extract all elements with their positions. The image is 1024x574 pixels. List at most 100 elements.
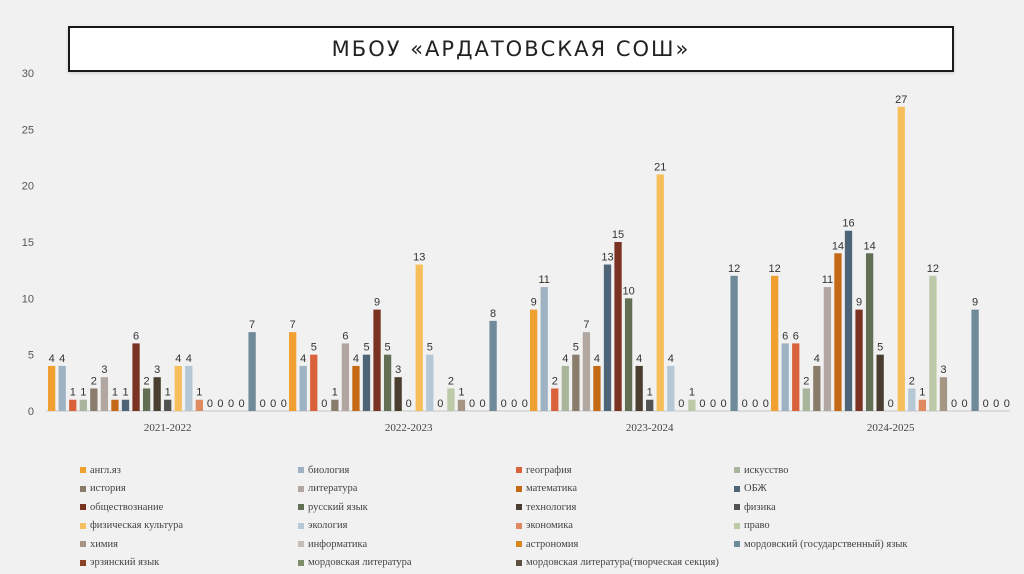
- legend-label: математика: [526, 483, 577, 495]
- legend-swatch: [80, 522, 86, 529]
- x-category-label: 2022-2023: [385, 422, 433, 434]
- bar-9-2022-2023: [373, 309, 381, 411]
- data-label: 2: [909, 375, 915, 387]
- legend-item: мордовский (государственный) язык: [734, 535, 1010, 554]
- data-label: 12: [927, 263, 939, 275]
- data-label: 4: [186, 353, 192, 365]
- bar-7-2023-2024: [593, 365, 601, 411]
- data-label: 5: [363, 342, 369, 354]
- data-label: 4: [300, 353, 306, 365]
- bar-16-2022-2023: [447, 388, 455, 411]
- data-label: 13: [601, 252, 613, 264]
- legend-item: география: [516, 461, 734, 480]
- bar-8-2023-2024: [603, 264, 612, 411]
- bar-15-2021-2022: [195, 399, 203, 411]
- data-label: 14: [832, 240, 844, 252]
- bar-3-2022-2023: [310, 354, 318, 411]
- legend-item: право: [734, 517, 1010, 536]
- data-label: 27: [895, 94, 907, 106]
- legend-label: информатика: [308, 538, 368, 550]
- bar-4-2024-2025: [802, 388, 810, 411]
- data-label: 9: [972, 297, 978, 309]
- legend-swatch: [298, 485, 304, 492]
- data-label: 9: [531, 297, 537, 309]
- bar-7-2022-2023: [352, 365, 360, 411]
- legend-item: экология: [298, 517, 516, 536]
- bar-13-2024-2025: [897, 106, 905, 412]
- data-label: 0: [710, 398, 716, 410]
- bar-2-2023-2024: [540, 287, 548, 411]
- data-label: 6: [342, 330, 348, 342]
- chart-legend: англ.яз биология география искусство история…: [80, 461, 1010, 572]
- legend-item: обществознание: [80, 498, 298, 517]
- data-label: 0: [437, 398, 443, 410]
- bar-11-2023-2024: [635, 365, 643, 411]
- legend-item: химия: [80, 535, 298, 554]
- data-label: 6: [793, 330, 799, 342]
- data-label: 1: [80, 387, 86, 399]
- data-label: 0: [469, 398, 475, 410]
- data-label: 1: [919, 387, 925, 399]
- legend-label: литература: [308, 483, 358, 495]
- data-label: 0: [281, 398, 287, 410]
- bar-10-2022-2023: [383, 354, 392, 411]
- data-label: 14: [863, 240, 875, 252]
- bar-4-2021-2022: [79, 399, 87, 411]
- legend-swatch: [516, 559, 522, 566]
- data-label: 0: [983, 398, 989, 410]
- bar-10-2024-2025: [865, 253, 874, 411]
- data-label: 0: [501, 398, 507, 410]
- data-label: 5: [385, 342, 391, 354]
- data-label: 5: [427, 342, 433, 354]
- legend-item: мордовская литература: [298, 554, 516, 573]
- data-label: 10: [622, 285, 634, 297]
- legend-label: ОБЖ: [744, 483, 767, 495]
- bar-10-2021-2022: [142, 388, 151, 411]
- legend-item: мордовская литература(творческая секция): [516, 554, 734, 573]
- bar-15-2024-2025: [918, 399, 926, 411]
- legend-swatch: [734, 522, 740, 529]
- data-label: 5: [573, 342, 579, 354]
- data-label: 1: [196, 387, 202, 399]
- data-label: 0: [699, 398, 705, 410]
- legend-item: физика: [734, 498, 1010, 517]
- data-label: 4: [353, 353, 359, 365]
- bar-5-2021-2022: [90, 388, 98, 411]
- bar-6-2021-2022: [100, 377, 109, 411]
- bar-20-2024-2025: [971, 309, 979, 411]
- legend-swatch: [298, 522, 304, 529]
- y-tick-label: 15: [22, 237, 34, 249]
- bar-5-2024-2025: [813, 365, 821, 411]
- legend-item: технология: [516, 498, 734, 517]
- data-label: 21: [654, 161, 666, 173]
- bar-13-2022-2023: [415, 264, 423, 411]
- legend-label: технология: [526, 501, 577, 513]
- data-label: 0: [763, 398, 769, 410]
- data-label: 3: [395, 364, 401, 376]
- legend-item: информатика: [298, 535, 516, 554]
- legend-swatch: [734, 467, 740, 474]
- data-label: 0: [522, 398, 528, 410]
- bar-9-2021-2022: [132, 343, 140, 411]
- data-label: 2: [91, 375, 97, 387]
- legend-swatch: [516, 541, 522, 548]
- data-label: 0: [479, 398, 485, 410]
- y-tick-label: 0: [28, 406, 34, 418]
- legend-swatch: [298, 541, 304, 548]
- bar-8-2024-2025: [844, 230, 853, 411]
- bar-11-2024-2025: [876, 354, 884, 411]
- data-label: 0: [678, 398, 684, 410]
- bar-14-2023-2024: [667, 365, 675, 411]
- y-tick-label: 5: [28, 350, 34, 362]
- data-label: 6: [782, 330, 788, 342]
- data-label: 7: [249, 319, 255, 331]
- bar-12-2023-2024: [646, 399, 654, 411]
- bar-13-2021-2022: [174, 365, 182, 411]
- data-label: 4: [594, 353, 600, 365]
- x-category-label: 2024-2025: [867, 422, 915, 434]
- bar-13-2023-2024: [656, 174, 664, 411]
- legend-swatch: [516, 504, 522, 511]
- legend-swatch: [516, 522, 522, 529]
- data-label: 2: [448, 375, 454, 387]
